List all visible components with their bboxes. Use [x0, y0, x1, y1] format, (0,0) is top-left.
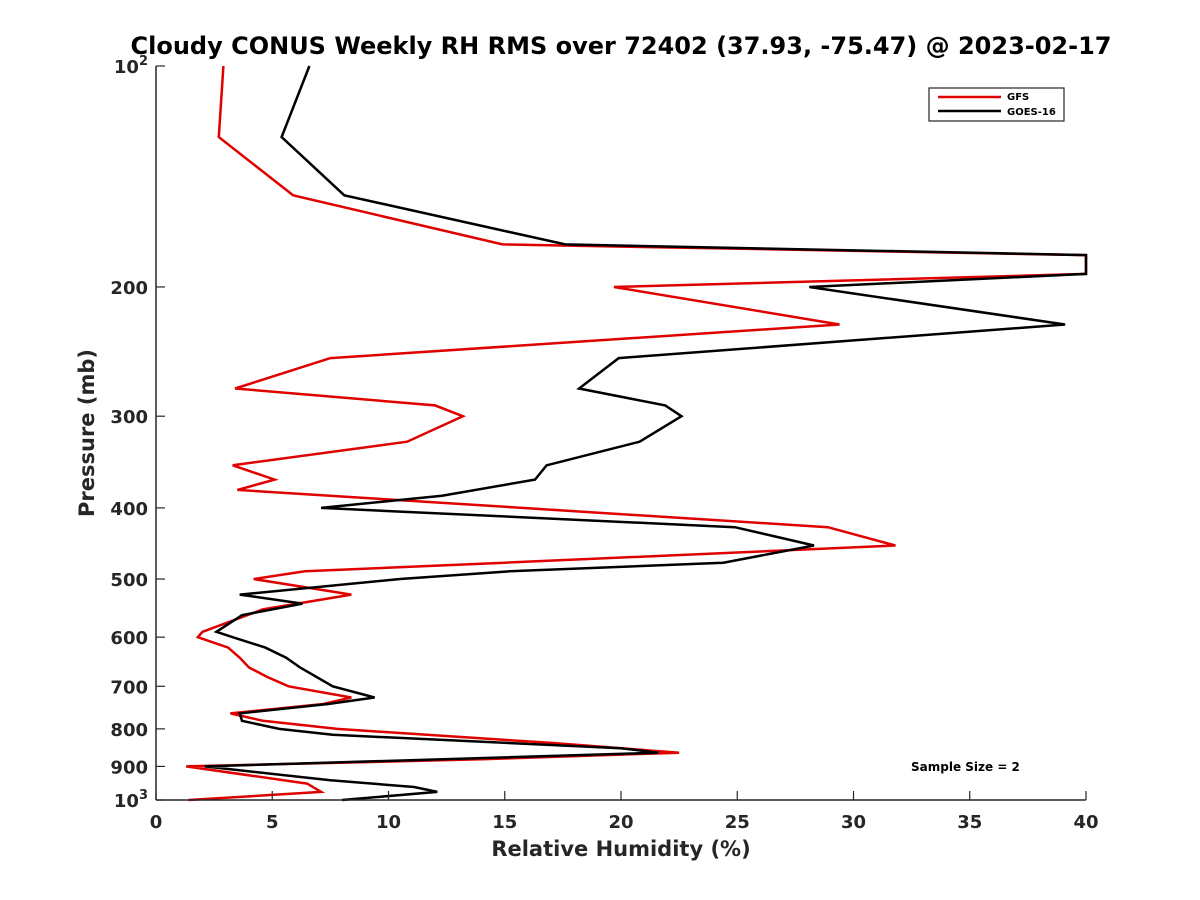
y-tick-label: 300: [110, 407, 148, 428]
y-tick-label: 900: [110, 757, 148, 778]
x-tick-label: 30: [841, 812, 866, 833]
x-tick-label: 40: [1073, 812, 1098, 833]
legend-box: [928, 87, 1065, 122]
x-tick-label: 25: [725, 812, 750, 833]
y-tick-label: 600: [110, 628, 148, 649]
plot-frame: [155, 66, 1086, 801]
sample-size-annotation: Sample Size = 2: [911, 760, 1020, 774]
plot-lines: [186, 65, 1088, 802]
x-tick-label: 0: [150, 812, 163, 833]
y-tick-exponent: 2: [139, 54, 148, 69]
x-tick-label: 5: [266, 812, 279, 833]
y-tick-label: 800: [110, 720, 148, 741]
legend: GFS GOES-16: [928, 87, 1065, 122]
series-line-goes-16: [204, 65, 1088, 802]
x-tick-label: 35: [957, 812, 982, 833]
y-tick-exponent: 3: [139, 788, 148, 803]
x-axis-label: Relative Humidity (%): [491, 837, 750, 861]
legend-label-gfs: GFS: [1007, 92, 1029, 103]
series-line-gfs: [186, 65, 1088, 802]
x-ticks: 0 5 10 15 20 25 30 35 40: [150, 791, 1099, 833]
y-tick-label: 400: [110, 499, 148, 520]
x-tick-label: 10: [376, 812, 401, 833]
y-tick-base: 10: [114, 57, 139, 78]
chart-title: Cloudy CONUS Weekly RH RMS over 72402 (3…: [131, 32, 1112, 60]
x-tick-label: 15: [492, 812, 517, 833]
y-axis-label: Pressure (mb): [75, 349, 99, 517]
legend-label-goes16: GOES-16: [1007, 107, 1056, 118]
y-tick-label: 500: [110, 570, 148, 591]
y-tick-label: 103: [114, 788, 148, 812]
y-tick-label: 700: [110, 677, 148, 698]
y-tick-label: 102: [114, 54, 148, 78]
x-tick-label: 20: [608, 812, 633, 833]
y-tick-label: 200: [110, 278, 148, 299]
y-tick-base: 10: [114, 791, 139, 812]
